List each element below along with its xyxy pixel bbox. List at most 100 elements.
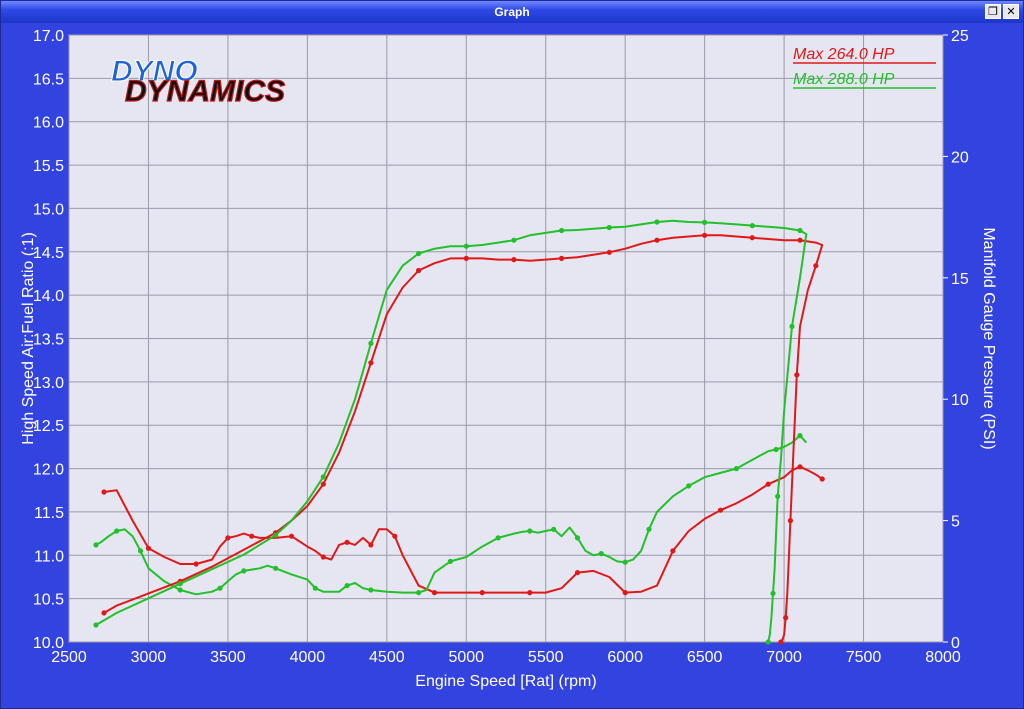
series-point xyxy=(320,554,326,560)
series-point xyxy=(797,433,803,439)
x-tick-label: 4000 xyxy=(290,649,326,666)
series-point xyxy=(416,250,422,257)
y2-tick-label: 15 xyxy=(951,271,969,288)
series-lines xyxy=(93,219,825,645)
legend-label: Max 264.0 HP xyxy=(793,46,895,63)
x-tick-label: 4500 xyxy=(369,649,405,666)
legend: Max 264.0 HP Max 288.0 HP xyxy=(793,46,936,89)
axes: 2500 3000 3500 4000 4500 5000 5500 6000 6500 7000… xyxy=(33,28,969,666)
series-point xyxy=(797,237,803,243)
close-icon: ✕ xyxy=(1006,5,1016,18)
series-point xyxy=(101,610,107,616)
y-tick-label: 10.5 xyxy=(33,592,64,609)
series-point xyxy=(794,372,800,378)
series-point xyxy=(463,243,469,249)
series-point xyxy=(778,639,784,645)
series-point xyxy=(702,232,708,238)
y-tick-label: 17.0 xyxy=(33,28,64,45)
logo-line1: DYNO xyxy=(111,55,198,88)
series-point xyxy=(551,526,557,532)
series-point xyxy=(527,528,533,534)
y2-tick-label: 0 xyxy=(951,635,960,652)
series-point xyxy=(733,466,740,472)
y-tick-label: 10.0 xyxy=(33,635,64,652)
series-point xyxy=(320,481,326,487)
series-point xyxy=(622,559,628,565)
series-point xyxy=(606,224,612,231)
y-tick-label: 13.0 xyxy=(33,375,64,392)
series-point xyxy=(717,507,724,513)
series-point xyxy=(789,323,795,329)
series-point xyxy=(479,590,485,596)
series-point xyxy=(344,539,350,545)
series-point xyxy=(273,565,279,571)
series-point xyxy=(819,476,825,482)
y-tick-label: 13.5 xyxy=(33,332,64,349)
series-point xyxy=(431,590,438,596)
series-point xyxy=(392,533,398,539)
restore-icon: ❐ xyxy=(988,5,998,18)
series-point xyxy=(320,474,326,480)
y-axis-label: High Speed Air:Fuel Ratio (:1) xyxy=(20,232,37,445)
legend-label: Max 288.0 HP xyxy=(793,71,895,88)
x-tick-label: 3000 xyxy=(131,649,167,666)
series-point xyxy=(559,255,565,261)
series-line-4 xyxy=(95,219,808,643)
series-point xyxy=(93,542,99,548)
series-point xyxy=(114,528,120,534)
y2-tick-label: 10 xyxy=(951,392,969,409)
x-tick-label: 2500 xyxy=(51,649,87,666)
series-point xyxy=(606,249,612,255)
series-point xyxy=(783,615,789,621)
x-tick-label: 7000 xyxy=(766,649,802,666)
series-point xyxy=(559,227,565,234)
series-point xyxy=(773,446,779,453)
y2-tick-label: 20 xyxy=(951,149,969,166)
series-point xyxy=(797,464,803,470)
series-point xyxy=(749,235,755,241)
y2-tick-label: 25 xyxy=(951,28,969,45)
series-point xyxy=(770,590,776,597)
series-point xyxy=(574,535,581,541)
y-tick-label: 16.5 xyxy=(33,71,64,88)
y-tick-label: 12.0 xyxy=(33,462,64,479)
restore-button[interactable]: ❐ xyxy=(985,4,1001,19)
dyno-chart: 2500 3000 3500 4000 4500 5000 5500 6000 6500 7000… xyxy=(20,28,997,690)
series-point xyxy=(93,622,99,628)
x-tick-label: 8000 xyxy=(925,649,961,666)
series-point xyxy=(813,263,819,269)
series-point xyxy=(702,219,708,225)
series-point xyxy=(527,590,533,596)
x-tick-label: 3500 xyxy=(210,649,246,666)
series-point xyxy=(225,535,231,541)
close-button[interactable]: ✕ xyxy=(1003,4,1019,19)
series-point xyxy=(787,518,794,524)
series-point xyxy=(217,585,223,591)
series-point xyxy=(765,481,771,487)
series-point xyxy=(177,587,183,593)
series-point xyxy=(273,532,279,538)
series-point xyxy=(775,493,781,499)
series-point xyxy=(101,489,107,495)
series-point xyxy=(765,639,771,645)
title-bar[interactable]: Graph ❐ ✕ xyxy=(1,1,1023,23)
series-point xyxy=(368,587,374,593)
series-point xyxy=(368,542,374,548)
series-point xyxy=(368,360,374,366)
x-tick-label: 5000 xyxy=(448,649,484,666)
series-point xyxy=(622,590,628,596)
series-point xyxy=(686,483,692,489)
series-point xyxy=(145,545,152,551)
series-point xyxy=(416,267,422,274)
series-line-1 xyxy=(103,465,823,594)
x-tick-label: 6000 xyxy=(607,649,643,666)
series-point xyxy=(312,585,318,591)
x-tick-label: 6500 xyxy=(687,649,723,666)
window-title: Graph xyxy=(494,5,530,19)
series-line-2 xyxy=(95,434,808,596)
x-tick-label: 5500 xyxy=(528,649,564,666)
y2-axis-label: Manifold Gauge Pressure (PSI) xyxy=(980,227,997,449)
series-point xyxy=(654,237,660,243)
series-point xyxy=(447,558,453,565)
series-point xyxy=(288,533,295,539)
